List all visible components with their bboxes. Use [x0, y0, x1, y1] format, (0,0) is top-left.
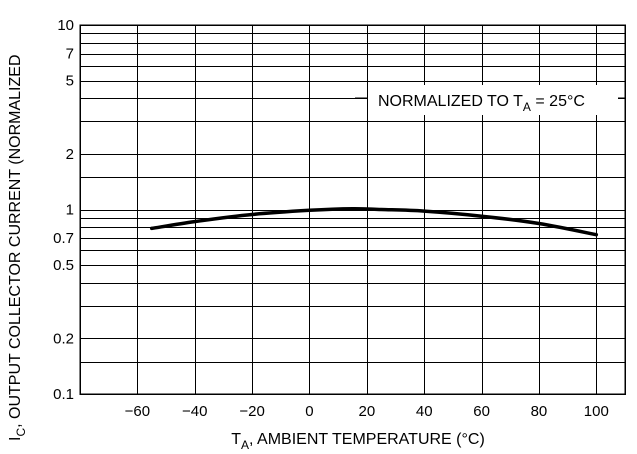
- x-axis-title: TA, AMBIENT TEMPERATURE (°C): [231, 431, 485, 452]
- x-tick-label: −60: [125, 403, 150, 420]
- x-tick-label: 80: [531, 403, 548, 420]
- annotation-box: NORMALIZED TO TA = 25°C: [355, 85, 625, 115]
- x-tick-labels: −60 −40 −20 0 20 40 60 80 100: [125, 403, 609, 420]
- y-axis-title: IC, OUTPUT COLLECTOR CURRENT (NORMALIZED: [7, 55, 28, 442]
- y-tick-label: 0.1: [53, 386, 74, 403]
- x-tick-label: 0: [305, 403, 313, 420]
- y-tick-label: 0.7: [53, 230, 74, 247]
- y-tick-label: 2: [66, 146, 74, 163]
- x-tick-label: 20: [358, 403, 375, 420]
- plot-frame: [79, 24, 626, 395]
- y-tick-label: 0.5: [53, 257, 74, 274]
- grid: [80, 25, 626, 395]
- x-tick-label: −40: [182, 403, 207, 420]
- x-tick-label: 100: [584, 403, 609, 420]
- y-tick-label: 10: [57, 17, 74, 34]
- y-tick-label: 1: [66, 202, 74, 219]
- x-tick-label: 40: [416, 403, 433, 420]
- annotation-text: NORMALIZED TO TA = 25°C: [378, 93, 585, 114]
- x-tick-label: −20: [239, 403, 264, 420]
- y-tick-labels: 0.1 0.2 0.5 0.7 1 2 5 7 10: [53, 17, 74, 403]
- y-tick-label: 5: [66, 73, 74, 90]
- y-tick-label: 7: [66, 46, 74, 63]
- x-tick-label: 60: [473, 403, 490, 420]
- series-line: [149, 206, 599, 237]
- y-tick-label: 0.2: [53, 330, 74, 347]
